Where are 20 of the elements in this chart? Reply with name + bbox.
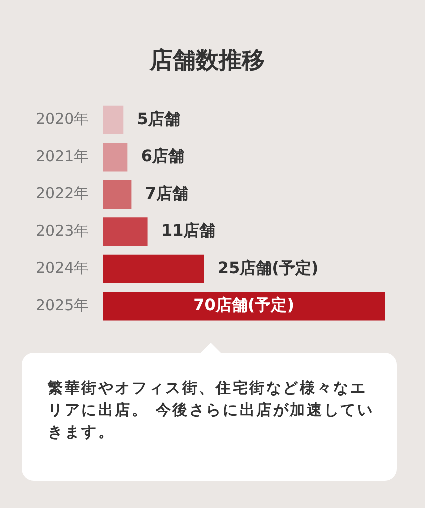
bar [103,218,148,246]
data-label: 25店舗(予定) [218,258,319,278]
y-tick-label: 2021年 [36,147,90,166]
y-tick-label: 2024年 [36,259,90,278]
bar [103,143,128,172]
y-tick-label: 2022年 [36,184,90,203]
bar [103,180,132,210]
text: 繁華街やオフィス街、住宅街など様々なエリアに出店。 今後さらに出店が加速していきます。 [48,378,375,443]
bar [103,106,124,135]
data-label: 5店舗 [137,109,180,128]
data-label: 6店舗 [141,146,184,166]
bar [103,254,204,284]
y-tick-label: 2020年 [36,110,90,128]
y-tick-label: 2025年 [36,296,90,314]
y-tick-label: 2023年 [36,222,90,240]
data-label: 70店舗(予定) [194,296,295,315]
bar [103,292,385,321]
chart-title: 店舗数推移 [149,46,265,74]
data-label: 7店舗 [145,184,188,203]
data-label: 11店舗 [161,221,216,240]
